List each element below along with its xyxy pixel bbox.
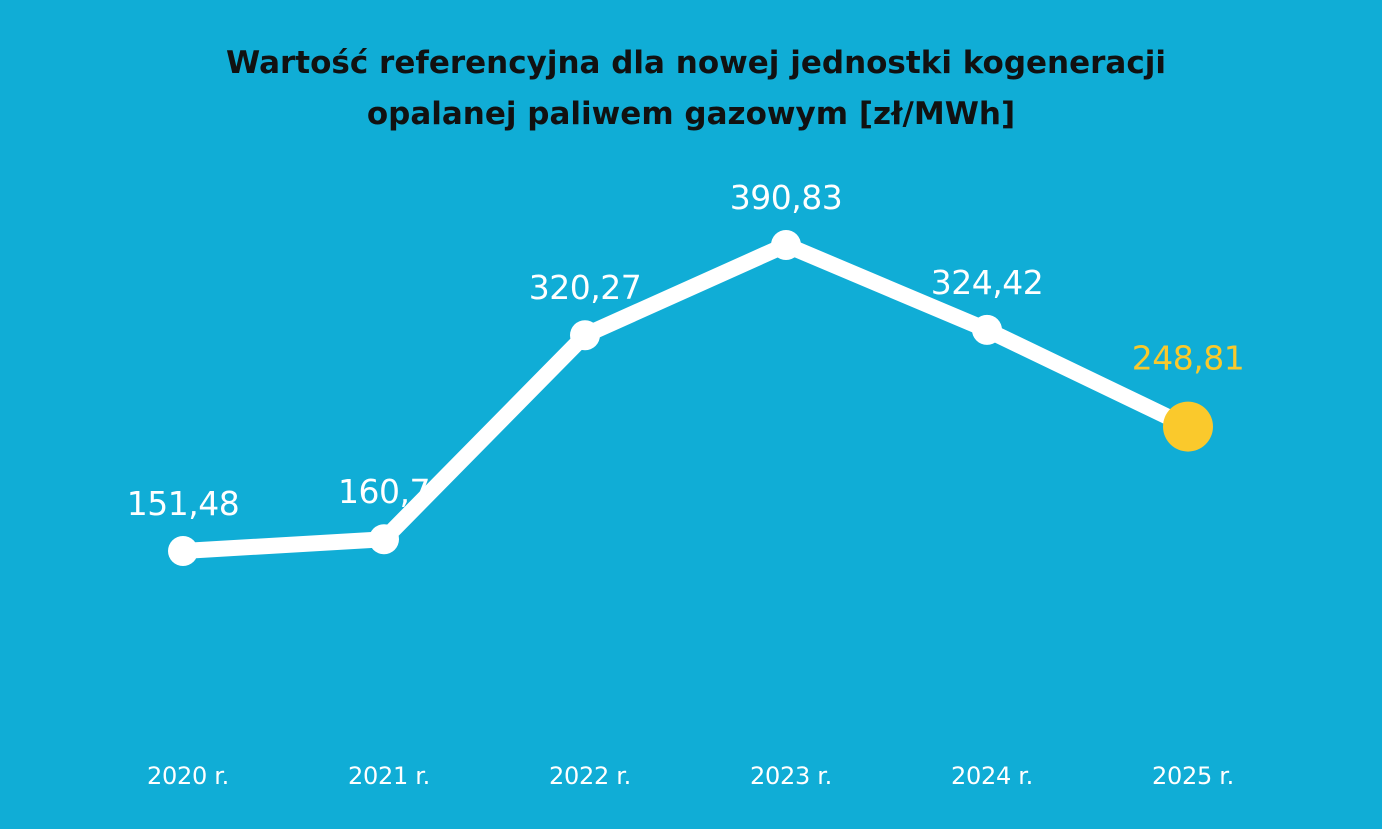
chart-title-line-1: Wartość referencyjna dla nowej jednostki… [226,45,1166,81]
data-label: 248,81 [1132,339,1244,378]
series-line [175,237,1196,559]
data-point [570,320,600,351]
chart-title-line-2: opalanej paliwem gazowym [zł/MWh] [367,96,1015,132]
chart-title: Wartość referencyjna dla nowej jednostki… [226,45,1166,132]
data-label: 160,7 [338,472,430,511]
x-tick-label: 2025 r. [1152,762,1234,790]
data-point [771,230,801,260]
data-point [972,314,1002,345]
data-point-highlighted [1163,401,1213,452]
data-label: 320,27 [529,268,641,307]
data-label: 390,83 [730,178,842,217]
series-line-group [175,237,1196,559]
data-point [369,524,399,555]
x-tick-label: 2023 r. [750,762,832,790]
x-tick-label: 2022 r. [549,762,631,790]
data-points-group [168,230,1213,566]
x-axis-tick-labels: 2020 r. 2021 r. 2022 r. 2023 r. 2024 r. 2025 … [147,762,1234,790]
data-label: 151,48 [127,484,239,523]
x-tick-label: 2020 r. [147,762,229,790]
x-tick-label: 2021 r. [348,762,430,790]
data-labels-group: 151,48 160,7 320,27 390,83 324,42 248,81 [127,178,1245,523]
x-tick-label: 2024 r. [951,762,1033,790]
data-label: 324,42 [931,263,1043,302]
data-point [168,536,198,566]
